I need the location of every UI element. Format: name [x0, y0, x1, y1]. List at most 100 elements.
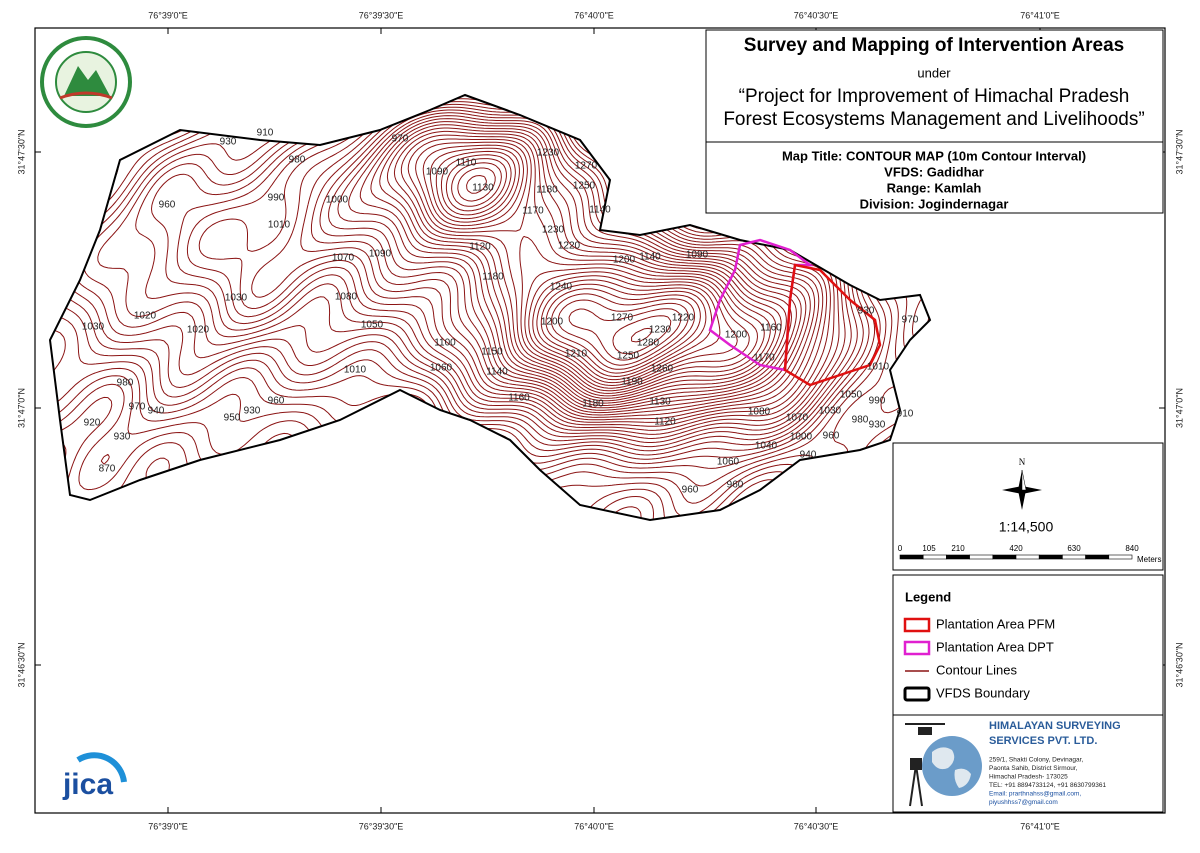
legend-swatch — [903, 617, 931, 633]
longitude-label: 76°41'0"E — [1020, 821, 1060, 831]
scale-segment — [969, 554, 994, 560]
contour-label: 1010 — [268, 220, 291, 231]
contour-label: 1000 — [790, 432, 813, 443]
scale-segment — [1085, 554, 1110, 560]
pfm-area — [783, 263, 882, 387]
latitude-label: 31°47'30"N — [16, 129, 26, 174]
contour-label: 1220 — [558, 241, 581, 252]
contour-line — [445, 158, 701, 374]
division: Division: Jogindernagar — [860, 196, 1009, 211]
contour-label: 1110 — [456, 158, 477, 169]
scale-segment — [946, 554, 970, 560]
scale-ratio: 1:14,500 — [999, 519, 1054, 535]
contour-label: 1080 — [748, 407, 771, 418]
graticule: 76°39'0"E 76°39'0"E 76°39'30"E 76°39'30"E 76… — [16, 10, 1184, 831]
contour-label: 1140 — [639, 252, 661, 263]
address-line: Paonta Sahib, District Sirmour, — [989, 765, 1078, 772]
contour-label: 970 — [129, 402, 146, 413]
vfds: VFDS: Gadidhar — [884, 164, 984, 179]
contour-label: 1280 — [637, 338, 660, 349]
scale-segment — [1015, 554, 1040, 560]
contour-line — [415, 141, 750, 389]
latitude-label: 31°47'30"N — [1174, 129, 1184, 174]
longitude-label: 76°39'0"E — [148, 10, 188, 20]
map-title: Map Title: CONTOUR MAP (10m Contour Inte… — [782, 148, 1086, 163]
contour-label: 960 — [268, 396, 285, 407]
contour-line — [435, 150, 713, 381]
contour-label: 1030 — [82, 322, 105, 333]
contour-label: 960 — [823, 431, 840, 442]
project-line: Forest Ecosystems Management and Livelih… — [723, 109, 1144, 130]
scale-segment — [1108, 554, 1133, 560]
contour-label: 1270 — [611, 313, 634, 324]
title: Survey and Mapping of Intervention Areas — [744, 35, 1124, 56]
contour-label: 1260 — [651, 364, 674, 375]
jica-logo: jica — [62, 752, 127, 801]
address-line: piyushhss7@gmail.com — [989, 799, 1058, 806]
contour-label: 990 — [869, 396, 886, 407]
longitude-label: 76°39'30"E — [359, 821, 404, 831]
scale-bar: 0 105 210 420 630 840 Meters — [898, 544, 1162, 564]
contour-label: 1120 — [654, 417, 676, 428]
contour-label: 1170 — [522, 206, 544, 217]
north-arrow — [1002, 469, 1042, 510]
contour-label: 940 — [148, 406, 165, 417]
scale-unit: Meters — [1137, 555, 1161, 564]
contour-label: 940 — [800, 450, 817, 461]
contour-label: 1270 — [575, 161, 598, 172]
legend-swatch — [903, 686, 931, 702]
under: under — [917, 65, 951, 80]
map-frame — [34, 27, 1166, 814]
contour-label: 960 — [682, 485, 699, 496]
contour-label: 1050 — [361, 320, 384, 331]
contour-label: 930 — [244, 406, 261, 417]
contour-label: 1180 — [482, 272, 504, 283]
scale-tick: 420 — [1009, 544, 1023, 553]
contour-label: 950 — [224, 413, 241, 424]
contour-label: 1190 — [621, 377, 643, 388]
latitude-label: 31°46'30"N — [16, 642, 26, 687]
contour-label: 1210 — [565, 349, 588, 360]
scale-tick: 630 — [1067, 544, 1081, 553]
company-name: HIMALAYAN SURVEYING — [989, 720, 1121, 732]
contour-line — [348, 115, 797, 409]
contour-label: 1100 — [434, 338, 456, 349]
contour-line — [466, 175, 682, 361]
contour-label: 1050 — [840, 390, 863, 401]
longitude-label: 76°39'30"E — [359, 10, 404, 20]
contour-label: 1090 — [426, 167, 449, 178]
contour-label: 1160 — [508, 393, 530, 404]
contour-label: 930 — [869, 420, 886, 431]
contour-line — [422, 144, 738, 386]
contour-label: 1040 — [755, 441, 778, 452]
scale-tick: 840 — [1125, 544, 1139, 553]
scale-segment — [922, 554, 947, 560]
contour-line — [370, 121, 787, 404]
legend-label: VFDS Boundary — [936, 685, 1030, 700]
contour-line — [393, 130, 771, 397]
contour-label: 870 — [99, 464, 116, 475]
scale-segment — [1062, 554, 1086, 560]
legend-label: Contour Lines — [936, 662, 1017, 677]
contour-line — [337, 112, 802, 411]
scale-box — [892, 442, 1164, 571]
contour-label: 1120 — [469, 242, 491, 253]
contour-label: 1130 — [472, 183, 494, 194]
contour-label: 1140 — [486, 367, 508, 378]
scale-tick: 0 — [898, 544, 903, 553]
contour-label: 1080 — [335, 292, 358, 303]
legend-label: Plantation Area DPT — [936, 639, 1054, 654]
north-label: N — [1019, 457, 1026, 467]
contour-label: 1070 — [786, 413, 809, 424]
contour-label: 930 — [114, 432, 131, 443]
legend-label: Plantation Area PFM — [936, 616, 1055, 631]
jica-text: jica — [62, 768, 113, 801]
contour-label: 1060 — [717, 457, 740, 468]
legend: Plantation Area PFM Plantation Area DPT Co… — [903, 616, 1055, 702]
contour-line — [379, 124, 782, 402]
contour-label: 1240 — [550, 282, 573, 293]
contour-label: 970 — [902, 315, 919, 326]
contour-line — [400, 134, 765, 394]
contour-line — [631, 327, 653, 343]
contour-label: 1010 — [867, 362, 890, 373]
